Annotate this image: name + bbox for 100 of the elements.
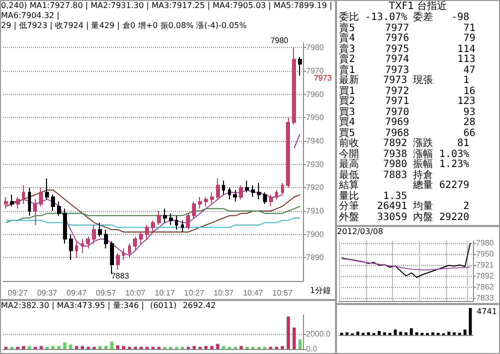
text: 賣1 7973 47 [339, 64, 476, 76]
bar [40, 346, 43, 349]
candlestick [286, 117, 290, 188]
x-tick-label: 09:27 [8, 288, 28, 298]
bar [222, 346, 226, 349]
x-tick-label: 10:07 [125, 288, 146, 298]
bar [216, 344, 220, 349]
candlestick [186, 212, 190, 230]
y-tick-label: 7920 [306, 183, 324, 192]
candlestick [239, 184, 243, 200]
text: 賣3 7975 114 [339, 44, 476, 54]
candlestick [63, 208, 67, 244]
text: 7973 [314, 73, 332, 82]
y-tick-label: 7910 [306, 206, 324, 216]
bar [57, 346, 60, 349]
x-tick-label: 09:47 [66, 288, 88, 298]
y-tick-label: 7892 [476, 271, 494, 280]
y-tick-label: 7833 [476, 294, 494, 302]
bar [292, 328, 296, 349]
candlestick [133, 236, 137, 252]
line-series [5, 190, 301, 232]
text: 最高 7980 振幅 1.23% [339, 159, 470, 170]
bar [74, 346, 78, 349]
x-tick-label: 10:27 [184, 288, 205, 298]
candlestick [45, 178, 49, 200]
y-tick-label: 0.0 [306, 344, 318, 354]
bar [280, 346, 284, 349]
bar [415, 332, 418, 335]
candlestick [298, 56, 302, 76]
candlestick [104, 229, 108, 249]
text: 0,240) MA1:7927.80 | MA2:7931.30 | MA3:7917.25 | MA4:7905.03 | MA5:7899.19 | MA6:7904.32 | [1, 1, 334, 21]
candlestick [263, 192, 267, 204]
line-series [5, 206, 301, 224]
bar [298, 339, 302, 349]
x-tick-label: 09:37 [37, 288, 58, 298]
text: 外盤 33059 內盤 29220 [339, 212, 470, 223]
text: 買2 7971 123 [339, 96, 476, 107]
bar [104, 346, 108, 349]
candlestick [4, 196, 8, 210]
candlestick [122, 248, 125, 260]
candlestick [275, 190, 278, 200]
bar [367, 332, 370, 335]
bar [98, 346, 102, 349]
candlestick [292, 47, 296, 126]
bar [122, 346, 126, 349]
candlestick [281, 182, 284, 196]
candlestick [163, 208, 167, 224]
candlestick [51, 194, 55, 212]
y-tick-label: 7980 [306, 43, 324, 52]
bar [431, 332, 434, 335]
text: 買1 7972 16 [339, 86, 476, 96]
y-tick-label: 7960 [306, 90, 324, 99]
x-tick-label: 10:17 [154, 288, 176, 298]
bar [383, 332, 386, 335]
text: 買3 7970 93 [339, 106, 476, 118]
bar [204, 346, 208, 349]
text: 29 | 低7923 | 收7924 | 量429 | 倉0 增+0 振0.08% 漲(-4)-0.05% [1, 21, 247, 31]
line-series [5, 218, 301, 228]
bar [286, 316, 290, 349]
candlestick [10, 194, 14, 207]
x-tick-label: 10:47 [242, 288, 264, 298]
candlestick [257, 182, 261, 200]
candlestick [204, 196, 208, 207]
candlestick [210, 192, 214, 204]
candlestick [81, 238, 84, 254]
text: TXF1 台指近 [388, 1, 448, 12]
text: 結算 總量 62279 [339, 180, 470, 191]
y-tick-label: 7950 [476, 250, 494, 259]
text: 量比 1.35 [339, 190, 408, 202]
candlestick [151, 220, 155, 232]
bar [447, 332, 450, 335]
candlestick [157, 210, 161, 226]
bar [80, 346, 84, 349]
text: 前收 7892 漲跌 81 [339, 138, 470, 149]
text: 4741 [476, 307, 497, 317]
text: 最新 7973 現張 1 [339, 75, 470, 86]
bar [463, 330, 466, 335]
candlestick [69, 234, 73, 260]
candlestick [92, 224, 96, 244]
bar [69, 344, 72, 349]
bar [210, 346, 214, 349]
candlestick [57, 201, 61, 216]
candlestick [128, 243, 131, 258]
x-tick-label: 10:37 [214, 288, 234, 298]
bar [394, 330, 397, 335]
text: 買5 7968 66 [339, 128, 476, 138]
text: 2692.42 [182, 301, 216, 311]
bar [22, 346, 26, 349]
candlestick [110, 240, 114, 274]
bar [240, 346, 243, 349]
bar [51, 346, 55, 349]
line-series [341, 258, 471, 270]
candlestick [98, 222, 102, 238]
candlestick [192, 201, 196, 218]
annotation: 7980 [270, 36, 289, 45]
y-tick-label: 2000.0 [306, 330, 332, 339]
text: 分筆 26491 均量 2 [339, 201, 470, 212]
y-tick-label: 7900 [306, 230, 324, 239]
candlestick [33, 198, 37, 226]
x-tick-label: 09:57 [96, 288, 116, 298]
